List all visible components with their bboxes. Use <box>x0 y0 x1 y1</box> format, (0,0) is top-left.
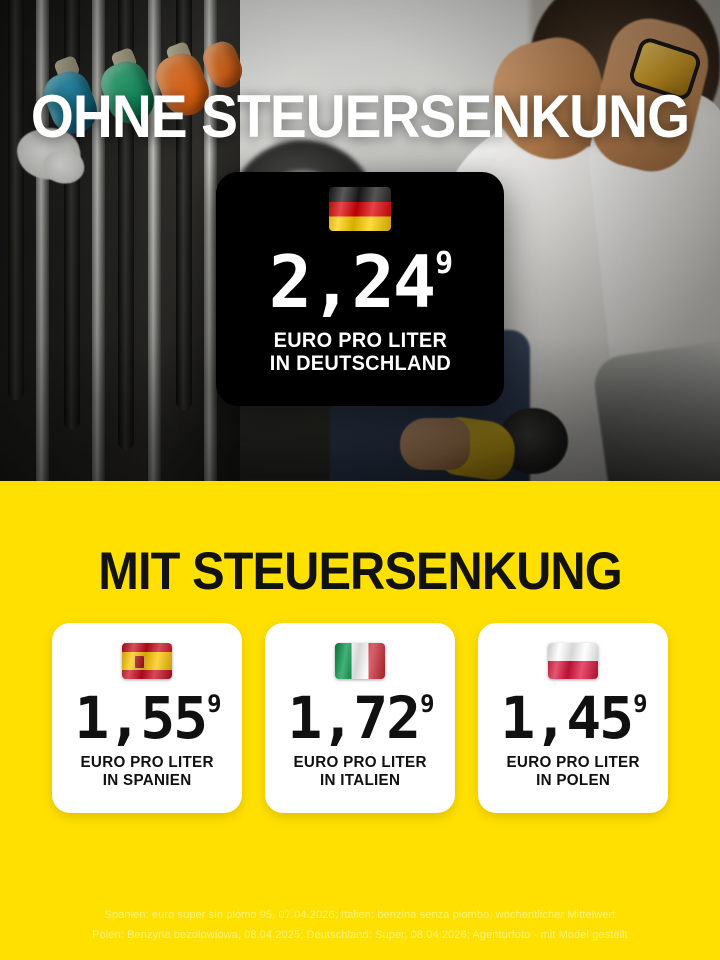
price-caption-line1: EURO PRO LITER <box>506 754 640 771</box>
photo-pump-pole <box>92 0 105 481</box>
photo-hose <box>8 0 24 400</box>
footnote-line-1: Spanien: euro super sin plomo 95, 07.04.… <box>104 909 616 921</box>
price-caption-line1: EURO PRO LITER <box>273 329 447 352</box>
price-caption-line2: IN SPANIEN <box>102 772 192 789</box>
price-caption-germany: EURO PRO LITER IN DEUTSCHLAND <box>269 329 450 375</box>
photo-hand <box>400 418 470 470</box>
price-value-poland: 1,45 9 <box>500 684 648 752</box>
price-caption-line2: IN DEUTSCHLAND <box>269 352 451 375</box>
flag-wave-overlay <box>548 643 598 679</box>
yellow-section: MIT STEUERSENKUNG 1,55 9 EURO PRO LITER I… <box>0 481 720 960</box>
footnote-line-2: Polen: Benzyna bezołowiowa, 08.04.2025; … <box>92 929 628 941</box>
footnote-sources: Spanien: euro super sin plomo 95, 07.04.… <box>0 905 720 945</box>
flag-spain-icon <box>122 643 172 679</box>
price-caption-line1: EURO PRO LITER <box>80 754 214 771</box>
price-caption-poland: EURO PRO LITER IN POLEN <box>506 754 639 790</box>
photo-pump-pole <box>148 0 161 481</box>
flag-italy-icon <box>335 643 385 679</box>
price-card-spain: 1,55 9 EURO PRO LITER IN SPANIEN <box>52 623 242 813</box>
price-main-spain: 1,55 <box>74 684 208 752</box>
price-superscript-poland: 9 <box>633 690 648 718</box>
hero-headline: OHNE STEUERSENKUNG <box>30 83 690 150</box>
price-value-italy: 1,72 9 <box>287 684 435 752</box>
price-caption-line1: EURO PRO LITER <box>293 754 427 771</box>
photo-pump-pole <box>204 0 217 481</box>
yellow-headline: MIT STEUERSENKUNG <box>98 542 622 601</box>
price-caption-line2: IN ITALIEN <box>319 772 401 789</box>
price-main-poland: 1,45 <box>500 684 634 752</box>
price-main-germany: 2,24 <box>268 240 436 324</box>
flag-germany-icon <box>329 187 391 231</box>
price-value-spain: 1,55 9 <box>74 684 222 752</box>
flag-wave-overlay <box>335 643 385 679</box>
hero-photo-section: OHNE STEUERSENKUNG 2,24 9 EURO PRO LITER … <box>0 0 720 481</box>
price-card-germany: 2,24 9 EURO PRO LITER IN DEUTSCHLAND <box>216 172 504 406</box>
price-superscript-germany: 9 <box>435 246 453 281</box>
price-value-germany: 2,24 9 <box>268 240 453 324</box>
price-superscript-italy: 9 <box>420 690 435 718</box>
flag-wave-overlay <box>329 187 391 231</box>
price-main-italy: 1,72 <box>287 684 421 752</box>
price-card-list: 1,55 9 EURO PRO LITER IN SPANIEN 1,72 9 EU… <box>52 623 668 813</box>
photo-pump-pole <box>36 0 49 481</box>
flag-crest <box>134 655 145 670</box>
flag-wave-overlay <box>122 643 172 679</box>
flag-poland-icon <box>548 643 598 679</box>
price-superscript-spain: 9 <box>207 690 222 718</box>
price-caption-line2: IN POLEN <box>535 772 611 789</box>
price-caption-spain: EURO PRO LITER IN SPANIEN <box>80 754 213 790</box>
price-card-italy: 1,72 9 EURO PRO LITER IN ITALIEN <box>265 623 455 813</box>
price-card-poland: 1,45 9 EURO PRO LITER IN POLEN <box>478 623 668 813</box>
price-caption-italy: EURO PRO LITER IN ITALIEN <box>293 754 426 790</box>
